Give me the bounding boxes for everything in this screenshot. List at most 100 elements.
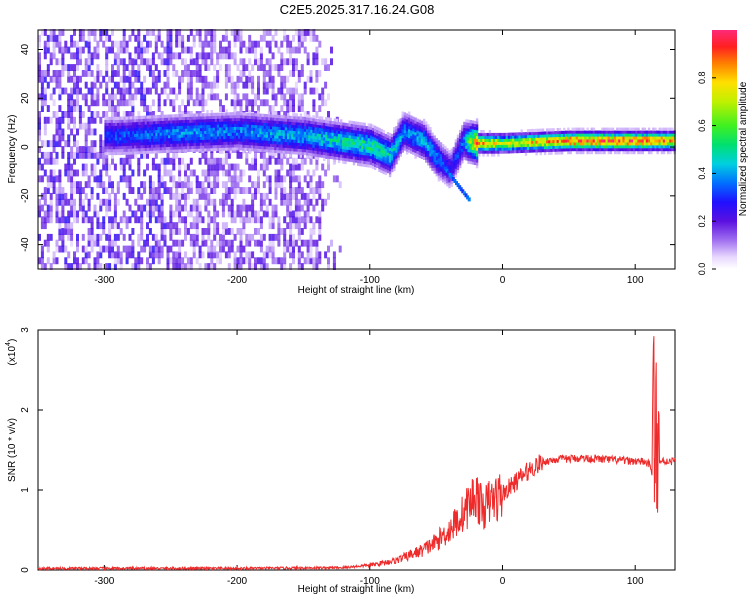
spectrogram-cell — [374, 166, 377, 170]
spectrogram-cell — [461, 148, 464, 152]
spectrogram-cell — [580, 151, 583, 155]
spectrogram-cell — [363, 134, 366, 138]
spectrogram-cell — [136, 121, 139, 125]
spectrogram-cell — [214, 121, 218, 125]
spectrogram-cell — [418, 131, 421, 135]
spectrogram-cell — [575, 142, 579, 146]
spectrogram-cell — [111, 245, 114, 253]
spectrogram-cell — [318, 119, 322, 123]
spectrogram-cell — [172, 114, 175, 118]
spectrogram-cell — [70, 210, 74, 218]
spectrogram-cell — [374, 152, 377, 156]
spectrogram-cell — [376, 164, 379, 168]
spectrogram-cell — [276, 120, 279, 124]
spectrogram-cell — [225, 138, 228, 142]
spectrogram-cell — [469, 155, 472, 159]
spectrogram-cell — [497, 150, 500, 154]
spectrogram-cell — [132, 127, 135, 132]
spectrogram-cell — [195, 131, 199, 135]
spectrogram-cell — [116, 87, 120, 95]
spectrogram-cell — [259, 216, 263, 224]
spectrogram-cell — [374, 137, 377, 141]
spectrogram-cell — [337, 151, 341, 155]
spectrogram-cell — [73, 64, 76, 71]
spectrogram-cell — [283, 198, 287, 206]
spectrogram-cell — [399, 135, 402, 139]
spectrogram-cell — [155, 132, 158, 136]
spectrogram-cell — [81, 257, 85, 265]
spectrogram-cell — [492, 138, 496, 142]
spectrogram-cell — [210, 87, 214, 95]
spectrogram-cell — [361, 131, 364, 135]
spectrogram-cell — [282, 127, 286, 131]
spectrogram-cell — [295, 148, 298, 152]
spectrogram-cell — [393, 147, 396, 151]
spectrogram-cell — [282, 135, 286, 139]
spectrogram-cell — [315, 181, 319, 189]
spectrogram-cell — [262, 75, 266, 83]
spectrogram-cell — [157, 187, 161, 194]
spectrogram-cell — [312, 105, 316, 112]
spectrogram-cell — [246, 124, 249, 128]
spectrogram-cell — [123, 122, 126, 126]
spectrogram-cell — [236, 210, 240, 218]
spectrogram-cell — [105, 157, 109, 165]
spectrogram-cell — [166, 251, 170, 259]
spectrogram-cell — [312, 141, 315, 145]
spectrogram-cell — [195, 216, 199, 224]
spectrogram-cell — [87, 263, 91, 270]
spectrogram-cell — [522, 132, 526, 136]
spectrogram-cell — [172, 137, 175, 141]
spectrogram-cell — [403, 121, 407, 125]
spectrogram-cell — [280, 129, 283, 133]
spectrogram-cell — [197, 136, 201, 140]
spectrogram-cell — [216, 169, 220, 177]
spectrogram-cell — [295, 127, 298, 132]
spectrogram-cell — [159, 123, 162, 127]
spectrogram-cell — [331, 141, 334, 145]
spectrogram-cell — [213, 157, 217, 165]
spectrogram-cell — [233, 144, 237, 148]
spectrogram-cell — [40, 245, 44, 253]
spectrogram-cell — [405, 142, 409, 146]
spectrogram-cell — [224, 81, 228, 89]
spectrogram-cell — [348, 141, 351, 145]
spectrogram-cell — [575, 133, 579, 137]
spectrogram-cell — [558, 130, 562, 134]
spectrogram-cell — [204, 145, 207, 149]
spectrogram-cell — [482, 144, 485, 148]
spectrogram-cell — [253, 127, 256, 131]
spectrogram-cell — [122, 192, 126, 200]
spectrogram-cell — [227, 175, 231, 183]
spectrogram-cell — [58, 140, 62, 148]
spectrogram-cell — [206, 127, 209, 131]
spectrogram-cell — [384, 169, 387, 173]
spectrogram-cell — [363, 154, 366, 159]
spectrogram-cell — [64, 40, 68, 48]
spectrogram-cell — [331, 138, 334, 142]
spectrogram-cell — [128, 151, 132, 159]
spectrogram-cell — [99, 175, 103, 183]
spectrogram-cell — [58, 228, 62, 235]
spectrogram-cell — [321, 204, 325, 212]
spectrogram-cell — [306, 204, 310, 212]
spectrogram-cell — [187, 143, 190, 147]
spectrogram-cell — [138, 139, 141, 143]
spectrogram-cell — [70, 99, 74, 107]
spectrogram-cell — [93, 210, 97, 218]
spectrogram-cell — [486, 141, 489, 145]
spectrogram-cell — [295, 113, 298, 117]
spectrogram-cell — [573, 127, 576, 131]
spectrogram-cell — [346, 146, 349, 150]
spectrogram-cell — [154, 187, 158, 194]
spectrogram-cell — [187, 119, 190, 123]
spectrogram-cell — [386, 161, 390, 165]
spectrogram-cell — [251, 198, 255, 206]
spectrogram-cell — [138, 121, 141, 125]
spectrogram-cell — [294, 163, 298, 171]
spectrogram-cell — [267, 123, 271, 127]
spectrogram-cell — [174, 143, 177, 147]
spectrogram-cell — [189, 81, 193, 89]
spectrogram-cell — [393, 150, 396, 154]
spectrogram-cell — [119, 116, 122, 120]
